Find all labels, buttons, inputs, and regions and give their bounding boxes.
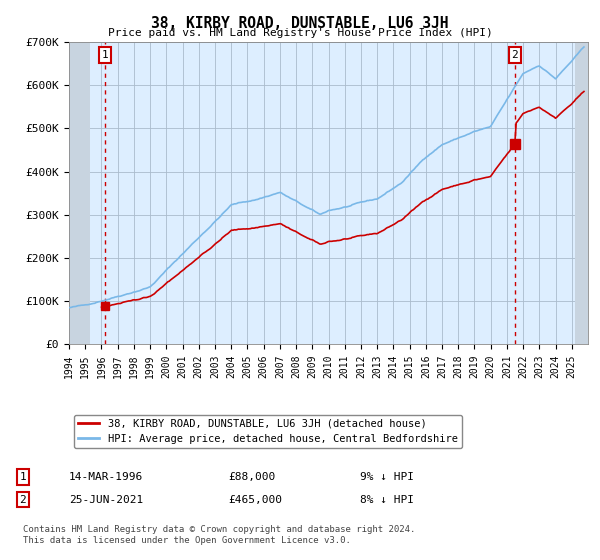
Text: £465,000: £465,000 — [228, 494, 282, 505]
Text: Price paid vs. HM Land Registry's House Price Index (HPI): Price paid vs. HM Land Registry's House … — [107, 28, 493, 38]
Text: 25-JUN-2021: 25-JUN-2021 — [69, 494, 143, 505]
Legend: 38, KIRBY ROAD, DUNSTABLE, LU6 3JH (detached house), HPI: Average price, detache: 38, KIRBY ROAD, DUNSTABLE, LU6 3JH (deta… — [74, 414, 462, 448]
Text: Contains HM Land Registry data © Crown copyright and database right 2024.
This d: Contains HM Land Registry data © Crown c… — [23, 525, 415, 545]
Bar — [69, 42, 90, 344]
Text: 1: 1 — [19, 472, 26, 482]
Text: 8% ↓ HPI: 8% ↓ HPI — [360, 494, 414, 505]
Text: 38, KIRBY ROAD, DUNSTABLE, LU6 3JH: 38, KIRBY ROAD, DUNSTABLE, LU6 3JH — [151, 16, 449, 31]
Text: 14-MAR-1996: 14-MAR-1996 — [69, 472, 143, 482]
Text: 9% ↓ HPI: 9% ↓ HPI — [360, 472, 414, 482]
Text: 2: 2 — [19, 494, 26, 505]
Text: 1: 1 — [101, 50, 108, 60]
Bar — [575, 42, 588, 344]
Text: 2: 2 — [511, 50, 518, 60]
Text: £88,000: £88,000 — [228, 472, 275, 482]
